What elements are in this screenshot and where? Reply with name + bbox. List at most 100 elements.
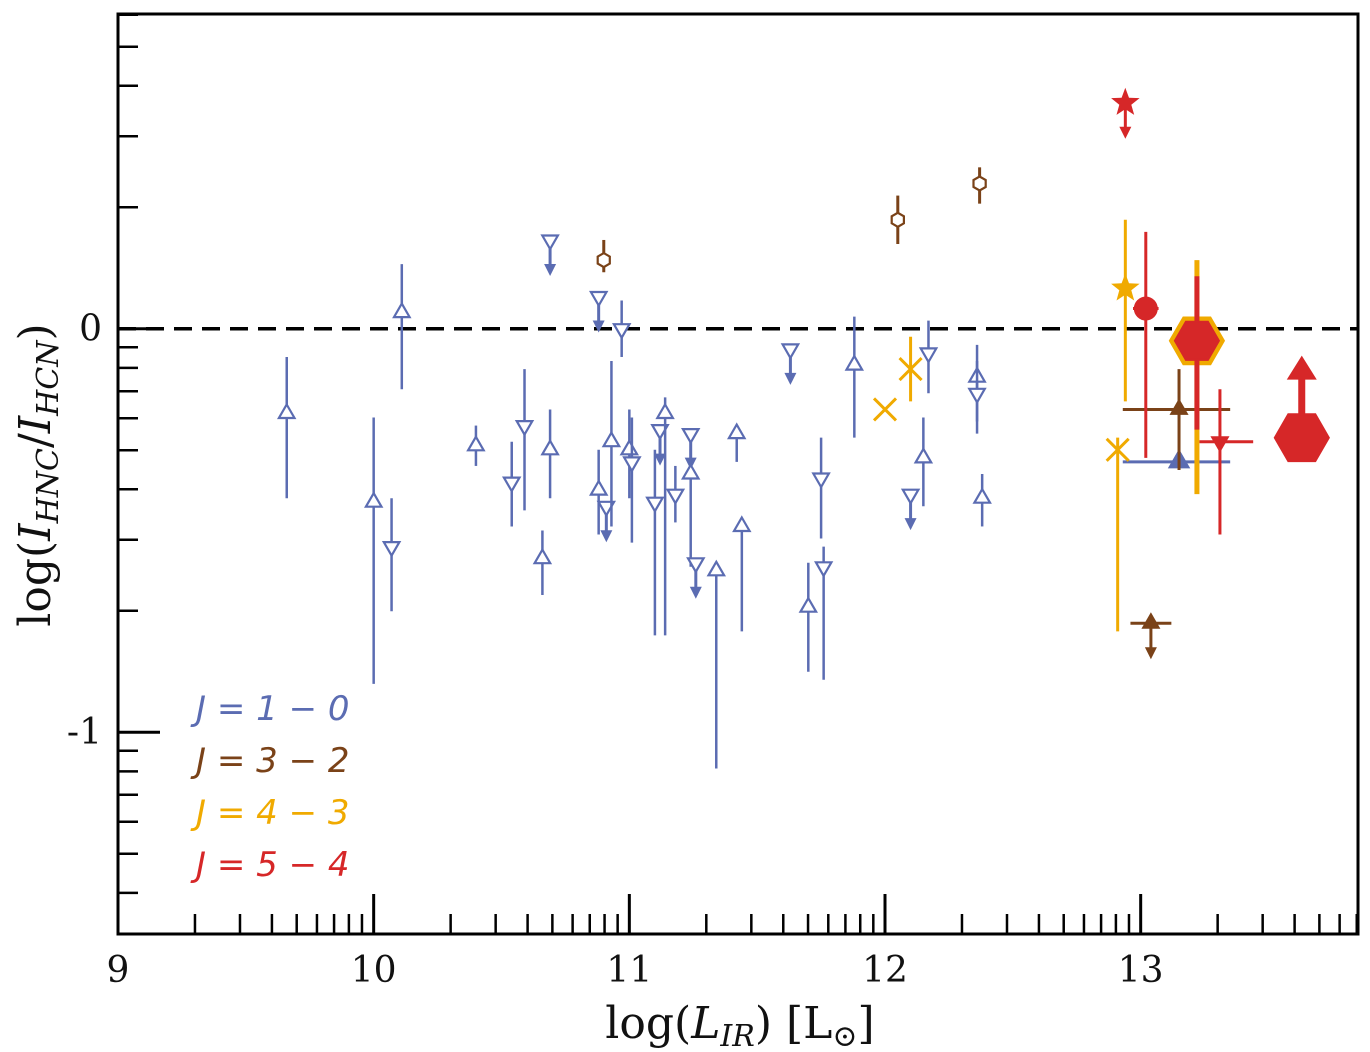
x-tick-label: 9 [107,950,130,991]
data-point-J10 [622,417,642,543]
marker-hexagon-filled [1173,320,1221,361]
upper-limit-arrowhead [1144,647,1157,660]
data-point-J54 [1111,87,1140,139]
data-point-J10 [532,530,553,596]
marker-triangle-up-filled [1141,612,1161,629]
data-point-J54 [1199,389,1254,535]
marker-triangle-down [501,476,522,494]
lower-limit-arrowhead [1286,355,1317,380]
marker-triangle-up [655,402,675,420]
legend: J = 1 − 0 J = 3 − 2 J = 4 − 3 J = 5 − 4 [190,689,350,885]
data-point-J32 [890,195,906,244]
upper-limit-arrowhead [1119,126,1132,139]
plot-frame [116,12,1360,936]
data-point-J10 [726,422,747,462]
data-point-J10 [392,264,412,390]
data-point-J54 [1173,276,1221,430]
data-point-J10 [680,449,701,567]
data-point-J10 [972,474,992,527]
upper-limit-arrowhead [600,530,613,543]
data-point-J10 [811,437,831,539]
marker-triangle-down [588,290,609,308]
marker-hexagon-open [890,211,906,229]
marker-triangle-down [814,561,834,579]
data-point-J54 [1133,231,1159,458]
data-point-J32 [972,167,987,204]
marker-triangle-down [686,557,706,574]
marker-triangle-up [601,430,622,448]
marker-x [872,397,898,422]
data-point-J10 [540,234,560,276]
data-point-J10 [540,409,560,499]
marker-triangle-down [811,472,831,490]
marker-triangle-up [540,438,560,456]
marker-hexagon-open [596,251,611,269]
y-axis-ticks: 0 -1 [67,13,160,895]
legend-entry-j54: J = 5 − 4 [190,845,350,885]
data-point-J43 [1111,219,1140,402]
data-points [276,87,1330,769]
data-point-J10 [619,409,640,499]
marker-star [1111,87,1140,115]
marker-triangle-up-filled [1169,398,1189,415]
data-point-J10 [732,515,752,632]
x-tick-label: 13 [1118,950,1164,991]
data-point-J10 [645,449,665,636]
marker-triangle-up [844,353,865,371]
marker-triangle-up [363,491,384,508]
data-point-J32 [1130,612,1172,660]
data-point-J10 [611,300,632,357]
marker-triangle-up [972,487,992,504]
data-point-J10 [686,557,706,599]
data-point-J43 [872,397,898,422]
marker-triangle-up [619,438,640,456]
marker-triangle-up [588,478,609,496]
marker-triangle-up [532,547,553,565]
marker-triangle-down [665,488,686,506]
data-point-J10 [967,361,987,434]
data-point-J10 [501,441,522,527]
upper-limit-arrowhead [544,263,557,276]
marker-triangle-down [645,496,665,514]
marker-triangle-up [276,402,297,420]
data-point-J10 [798,562,819,672]
marker-triangle-up [706,559,727,577]
data-point-J10 [601,361,622,527]
marker-triangle-up [680,462,701,480]
data-point-J10 [588,449,609,535]
x-axis-label: log(LIR) [L⊙] [605,998,874,1052]
data-point-J10 [588,290,609,333]
data-point-J54 [1273,355,1330,463]
marker-triangle-down [967,387,987,405]
data-point-J10 [381,498,402,612]
marker-triangle-up [466,434,486,452]
x-tick-label: 10 [351,950,397,991]
marker-triangle-down [780,343,801,361]
marker-triangle-up [732,515,752,533]
data-point-J10 [780,343,801,385]
data-point-J43 [1105,437,1130,632]
marker-hexagon-filled [1273,413,1330,463]
data-point-J10 [665,465,686,523]
data-point-J10 [276,356,297,499]
data-point-J10 [918,320,939,394]
data-point-J10 [1122,448,1231,469]
marker-x [1105,437,1130,462]
upper-limit-arrowhead [654,453,667,466]
marker-triangle-down [611,323,632,340]
plot-border [116,12,1360,936]
legend-entry-j43: J = 4 − 3 [190,793,350,833]
upper-limit-arrowhead [689,586,702,599]
marker-triangle-down [918,347,939,365]
data-point-J10 [655,397,675,636]
marker-triangle-down [622,456,642,474]
marker-triangle-down [514,420,535,437]
marker-triangle-up [798,596,819,613]
marker-triangle-down [900,488,921,506]
data-point-J10 [900,488,921,531]
legend-entry-j10: J = 1 − 0 [190,689,350,729]
x-axis-ticks: 9 10 11 12 13 [107,894,1358,991]
marker-triangle-up [726,422,747,440]
marker-x [898,357,923,382]
